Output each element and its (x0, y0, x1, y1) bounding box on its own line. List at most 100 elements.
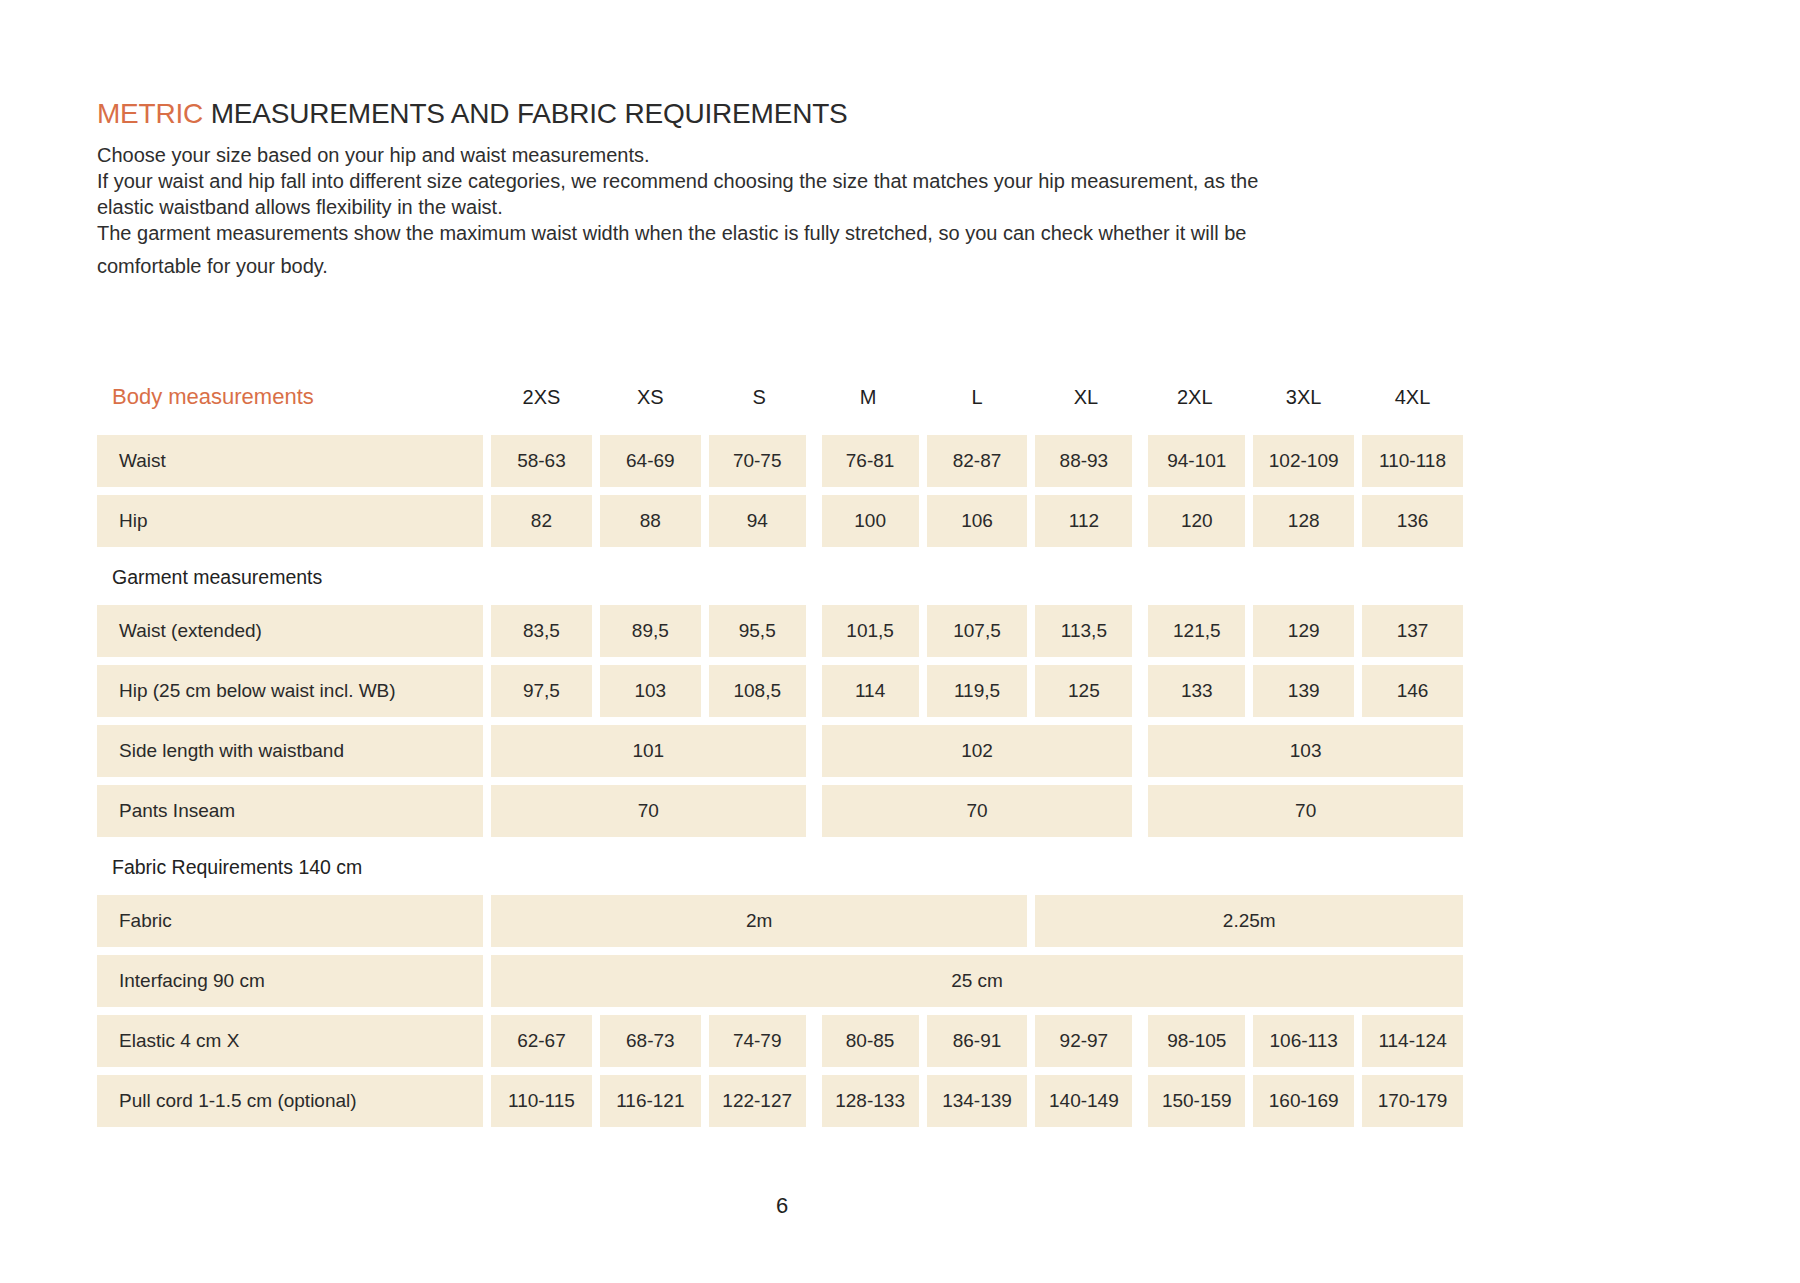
page-number: 6 (97, 1193, 1467, 1219)
table-cell: 102-109 (1253, 435, 1354, 487)
table-cell: 136 (1362, 495, 1463, 547)
table-cell: 80-85 (822, 1015, 919, 1067)
row-label: Pants Inseam (97, 785, 483, 837)
table-cell: 112 (1035, 495, 1132, 547)
table-cell: 94 (709, 495, 806, 547)
row-label: Pull cord 1-1.5 cm (optional) (97, 1075, 483, 1127)
table-section-label-fabric-requirements-140-cm: Fabric Requirements 140 cm (97, 847, 1467, 887)
table-cell: 119,5 (927, 665, 1028, 717)
size-header-xs: XS (600, 377, 701, 417)
table-cell: 70 (491, 785, 806, 837)
table-cell: 133 (1148, 665, 1245, 717)
table-cell: 108,5 (709, 665, 806, 717)
table-cell: 113,5 (1035, 605, 1132, 657)
page-title: METRIC MEASUREMENTS AND FABRIC REQUIREME… (97, 96, 1467, 132)
size-header-l: L (927, 377, 1028, 417)
size-header-2xs: 2XS (491, 377, 592, 417)
document-page: METRIC MEASUREMENTS AND FABRIC REQUIREME… (0, 0, 1467, 1219)
table-cell: 88-93 (1035, 435, 1132, 487)
size-header-3xl: 3XL (1253, 377, 1354, 417)
table-cell: 97,5 (491, 665, 592, 717)
table-cell: 150-159 (1148, 1075, 1245, 1127)
table-cell: 74-79 (709, 1015, 806, 1067)
size-header-xl: XL (1035, 377, 1136, 417)
table-cell: 86-91 (927, 1015, 1028, 1067)
table-cell: 128 (1253, 495, 1354, 547)
table-row-pull-cord-1-1-5-cm-optional: Pull cord 1-1.5 cm (optional)110-115116-… (97, 1075, 1467, 1127)
table-cell: 83,5 (491, 605, 592, 657)
table-cell: 120 (1148, 495, 1245, 547)
table-cell: 140-149 (1035, 1075, 1132, 1127)
table-cell: 100 (822, 495, 919, 547)
intro-line: If your waist and hip fall into differen… (97, 168, 1467, 194)
page-title-rest: MEASUREMENTS AND FABRIC REQUIREMENTS (203, 98, 847, 129)
table-cell: 82-87 (927, 435, 1028, 487)
table-cell: 70 (1148, 785, 1463, 837)
size-header-s: S (709, 377, 810, 417)
table-cell: 25 cm (491, 955, 1463, 1007)
table-cell: 121,5 (1148, 605, 1245, 657)
row-label: Fabric (97, 895, 483, 947)
row-label: Elastic 4 cm X (97, 1015, 483, 1067)
table-cell: 92-97 (1035, 1015, 1132, 1067)
table-cell: 107,5 (927, 605, 1028, 657)
table-cell: 114 (822, 665, 919, 717)
intro-line: The garment measurements show the maximu… (97, 220, 1467, 246)
table-row-side-length-with-waistband: Side length with waistband101 102 103 (97, 725, 1467, 777)
table-cell: 125 (1035, 665, 1132, 717)
table-row-interfacing-90-cm: Interfacing 90 cm25 cm (97, 955, 1467, 1007)
table-row-hip: Hip828894 100106112 120128136 (97, 495, 1467, 547)
table-cell: 94-101 (1148, 435, 1245, 487)
table-cell: 95,5 (709, 605, 806, 657)
table-cell: 88 (600, 495, 701, 547)
table-row-elastic-4-cm-x: Elastic 4 cm X62-6768-7374-79 80-8586-919… (97, 1015, 1467, 1067)
table-cell: 70 (822, 785, 1133, 837)
measurements-table: Body measurements2XSXSSMLXL2XL3XL4XL Wais… (97, 377, 1467, 1127)
table-cell: 170-179 (1362, 1075, 1463, 1127)
table-cell: 101 (491, 725, 806, 777)
table-cell: 137 (1362, 605, 1463, 657)
page-title-accent: METRIC (97, 98, 203, 129)
table-cell: 114-124 (1362, 1015, 1463, 1067)
intro-line: Choose your size based on your hip and w… (97, 142, 1467, 168)
table-cell: 103 (600, 665, 701, 717)
table-cell: 146 (1362, 665, 1463, 717)
row-label: Waist (extended) (97, 605, 483, 657)
table-cell: 68-73 (600, 1015, 701, 1067)
table-cell: 70-75 (709, 435, 806, 487)
body-measurements-heading: Body measurements (97, 377, 487, 417)
table-cell: 110-118 (1362, 435, 1463, 487)
table-cell: 101,5 (822, 605, 919, 657)
table-row-fabric: Fabric2m2.25m (97, 895, 1467, 947)
table-cell: 89,5 (600, 605, 701, 657)
table-row-pants-inseam: Pants Inseam707070 (97, 785, 1467, 837)
row-label: Hip (25 cm below waist incl. WB) (97, 665, 483, 717)
table-cell: 62-67 (491, 1015, 592, 1067)
intro-line: elastic waistband allows flexibility in … (97, 194, 1467, 220)
table-row-waist-extended: Waist (extended)83,589,595,5 101,5107,511… (97, 605, 1467, 657)
table-cell: 76-81 (822, 435, 919, 487)
table-cell: 58-63 (491, 435, 592, 487)
intro-line: comfortable for your body. (97, 253, 1467, 279)
table-header-row: Body measurements2XSXSSMLXL2XL3XL4XL (97, 377, 1467, 417)
table-cell: 103 (1148, 725, 1463, 777)
table-cell: 82 (491, 495, 592, 547)
table-cell: 128-133 (822, 1075, 919, 1127)
table-cell: 160-169 (1253, 1075, 1354, 1127)
table-cell: 122-127 (709, 1075, 806, 1127)
row-label: Waist (97, 435, 483, 487)
table-section-label-garment-measurements: Garment measurements (97, 557, 1467, 597)
table-cell: 106 (927, 495, 1028, 547)
row-label: Side length with waistband (97, 725, 483, 777)
table-cell: 102 (822, 725, 1133, 777)
table-cell: 64-69 (600, 435, 701, 487)
table-cell: 139 (1253, 665, 1354, 717)
size-header-2xl: 2XL (1144, 377, 1245, 417)
table-cell: 106-113 (1253, 1015, 1354, 1067)
table-row-waist: Waist58-6364-6970-75 76-8182-8788-93 94-10… (97, 435, 1467, 487)
size-header-4xl: 4XL (1362, 377, 1463, 417)
table-cell: 116-121 (600, 1075, 701, 1127)
table-cell: 2m (491, 895, 1027, 947)
size-header-m: M (818, 377, 919, 417)
row-label: Hip (97, 495, 483, 547)
